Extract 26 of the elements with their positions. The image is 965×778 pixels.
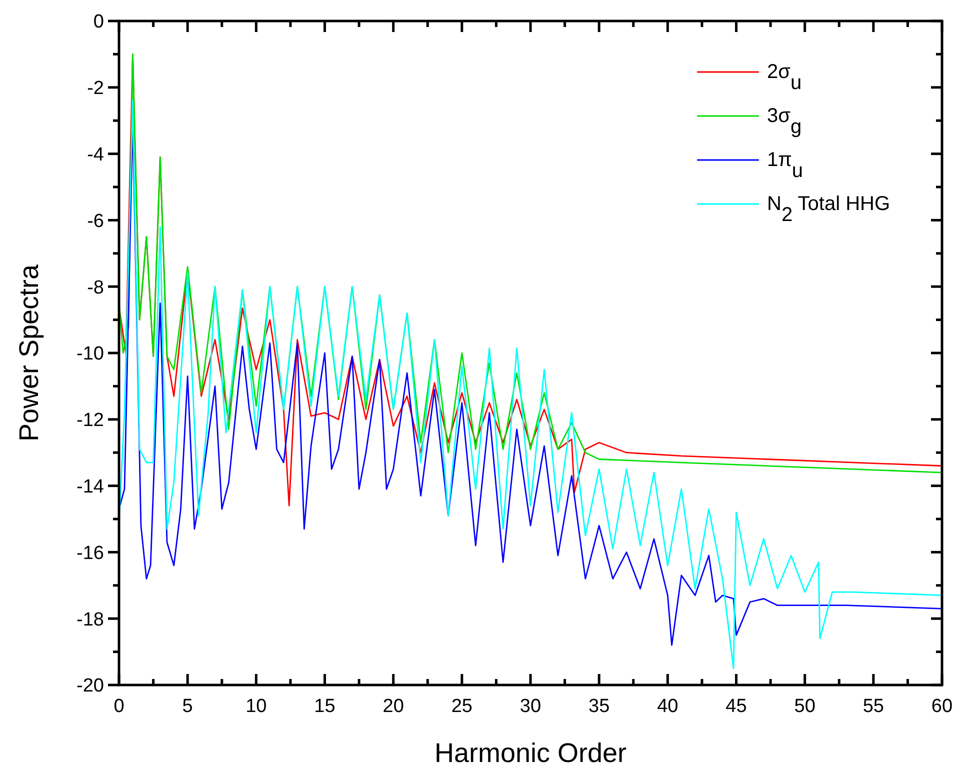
x-tick-label: 50 bbox=[794, 696, 816, 717]
x-tick-label: 35 bbox=[588, 696, 610, 717]
x-tick-label: 55 bbox=[862, 696, 884, 717]
x-tick-label: 20 bbox=[382, 696, 404, 717]
x-tick-label: 15 bbox=[314, 696, 336, 717]
y-tick-label: 0 bbox=[93, 12, 104, 33]
x-tick-label: 25 bbox=[451, 696, 472, 717]
x-tick-label: 40 bbox=[657, 696, 678, 717]
y-tick-label: -16 bbox=[76, 542, 104, 564]
y-tick-label: -4 bbox=[87, 144, 104, 166]
x-tick-label: 60 bbox=[931, 696, 953, 717]
x-tick-label: 45 bbox=[726, 696, 747, 717]
x-tick-label: 5 bbox=[182, 696, 193, 717]
y-tick-label: -20 bbox=[76, 676, 104, 697]
x-tick-label: 30 bbox=[520, 696, 542, 717]
y-tick-label: -14 bbox=[76, 476, 104, 498]
x-tick-label: 0 bbox=[114, 696, 124, 717]
y-tick-label: -18 bbox=[76, 609, 104, 630]
y-axis-title: Power Spectra bbox=[14, 263, 44, 442]
y-tick-label: -2 bbox=[87, 78, 104, 100]
x-axis-title: Harmonic Order bbox=[434, 738, 627, 768]
y-tick-label: -8 bbox=[87, 277, 104, 298]
y-tick-label: -10 bbox=[76, 344, 104, 365]
y-tick-label: -6 bbox=[87, 210, 104, 232]
y-tick-label: -12 bbox=[76, 410, 104, 432]
x-tick-label: 10 bbox=[246, 696, 267, 717]
